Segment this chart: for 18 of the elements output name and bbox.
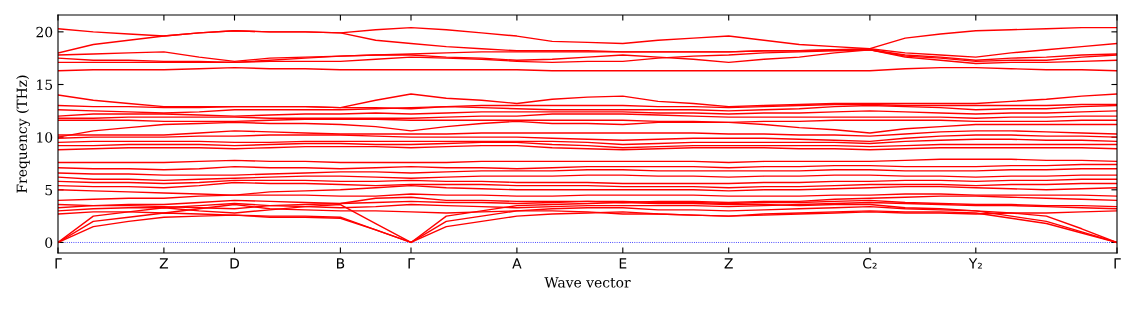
x-tick-label: Γ xyxy=(55,258,62,269)
x-tick-label: Y₂ xyxy=(968,258,982,269)
x-tick-label: B xyxy=(337,258,345,269)
x-axis-title: Wave vector xyxy=(544,277,631,288)
x-tick-label: A xyxy=(512,258,522,269)
x-tick-label: Z xyxy=(724,258,733,269)
y-tick-label: 0 xyxy=(45,237,53,248)
x-tick-label: D xyxy=(230,258,240,269)
y-tick-label: 10 xyxy=(37,132,53,143)
x-tick-label: Γ xyxy=(408,258,415,269)
y-tick-label: 5 xyxy=(45,184,53,196)
y-axis-title: Frequency (THz) xyxy=(16,75,30,193)
y-tick-label: 15 xyxy=(37,79,53,90)
y-tick-label: 20 xyxy=(36,26,53,38)
x-tick-label: Γ xyxy=(1114,258,1121,269)
x-tick-label: Z xyxy=(159,258,169,269)
x-tick-label: C₂ xyxy=(863,258,877,269)
x-tick-label: E xyxy=(619,258,627,269)
